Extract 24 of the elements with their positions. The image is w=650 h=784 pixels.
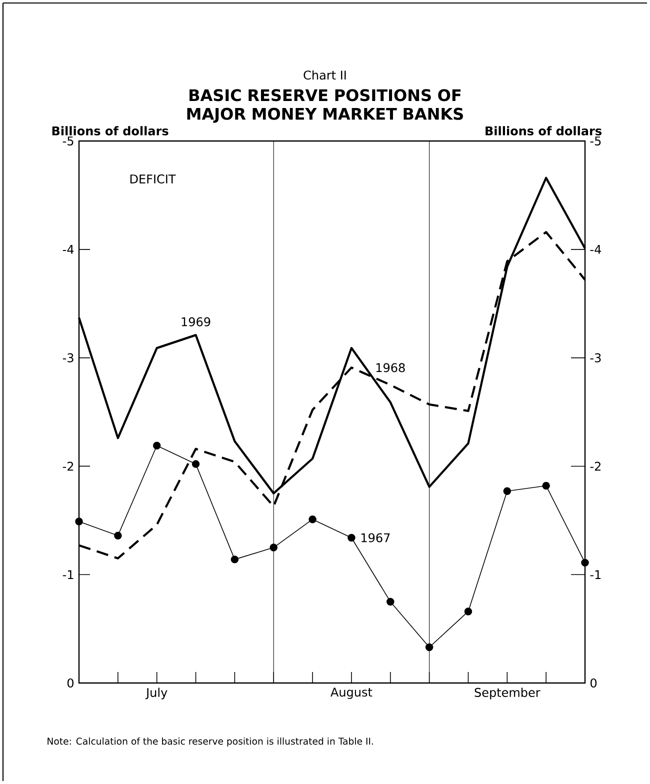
x-tick-label: July: [145, 688, 168, 700]
y2-tick-label: -5: [590, 136, 601, 146]
y-tick-label: -5: [62, 136, 74, 146]
y-tick-label: -4: [62, 245, 74, 254]
y-tick-label: 0: [67, 678, 74, 688]
y-axis-title: Billions of dollars: [52, 126, 168, 136]
y2-tick-label: 0: [590, 678, 597, 688]
annotation: DEFICIT: [130, 174, 176, 184]
y2-tick-label: -1: [590, 570, 601, 579]
y-tick-label: -2: [62, 462, 74, 471]
x-tick-label: September: [474, 688, 540, 700]
series-label: 1969: [182, 317, 210, 326]
x-tick-label: August: [330, 688, 372, 699]
series-label: 1968: [376, 363, 405, 372]
text: Note: Calculation of the basic reserve position is illustrated in Table II.: [48, 737, 373, 747]
y2-tick-label: -3: [590, 353, 601, 362]
chart-title: Chart II: [304, 70, 346, 80]
chart-subtitle: BASIC RESERVE POSITIONS OF MAJOR MONEY MARKET BANKS: [187, 89, 463, 123]
y2-tick-label: -4: [590, 245, 602, 254]
y-tick-label: -3: [62, 353, 74, 362]
y-tick-label: -1: [62, 570, 74, 579]
series-label: 1967: [361, 533, 390, 542]
y2-tick-label: -2: [590, 462, 600, 471]
y2-axis-title: Billions of dollars: [486, 126, 602, 136]
